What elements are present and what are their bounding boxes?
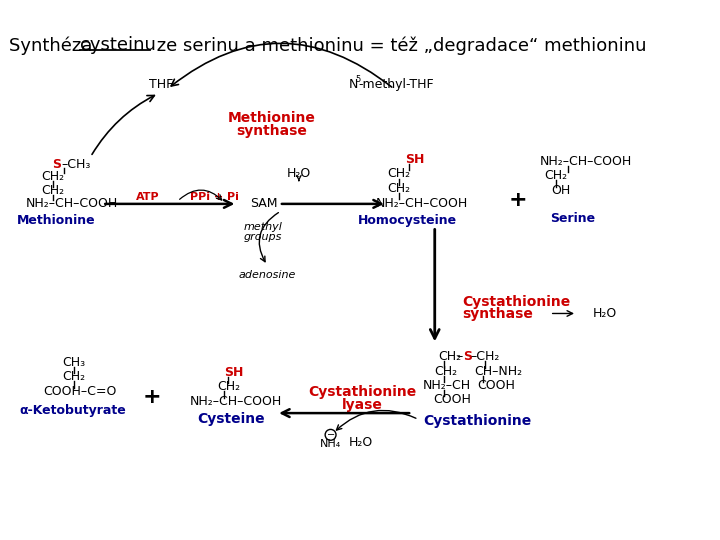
Text: -methyl-THF: -methyl-THF <box>359 78 434 91</box>
Text: Methionine: Methionine <box>17 214 96 227</box>
Text: Methionine: Methionine <box>228 111 315 125</box>
Text: adenosine: adenosine <box>238 269 296 280</box>
Text: CH₃: CH₃ <box>63 356 86 369</box>
Text: SAM: SAM <box>250 198 277 211</box>
Text: CH₂: CH₂ <box>435 365 458 378</box>
Text: S: S <box>463 350 472 363</box>
Text: synthase: synthase <box>462 307 533 321</box>
Text: NH₂–CH–COOH: NH₂–CH–COOH <box>376 198 468 211</box>
Text: Synthéza: Synthéza <box>9 36 98 55</box>
Text: NH₂–CH–COOH: NH₂–CH–COOH <box>540 155 632 168</box>
Text: CH₂: CH₂ <box>438 350 462 363</box>
Text: α-Ketobutyrate: α-Ketobutyrate <box>19 404 126 417</box>
Text: Cystathionine: Cystathionine <box>462 295 570 309</box>
Text: synthase: synthase <box>236 124 307 138</box>
Text: CH₂: CH₂ <box>387 167 410 180</box>
Text: cysteinu: cysteinu <box>80 36 156 55</box>
Text: SH: SH <box>225 366 244 379</box>
Text: S: S <box>53 158 62 171</box>
Text: H₂O: H₂O <box>593 307 618 320</box>
Text: groups: groups <box>243 232 282 242</box>
Text: NH₂–CH–COOH: NH₂–CH–COOH <box>25 198 117 211</box>
Text: CH–NH₂: CH–NH₂ <box>474 365 523 378</box>
Text: Cysteine: Cysteine <box>197 413 265 427</box>
Text: +: + <box>143 387 161 407</box>
Text: OH: OH <box>552 184 571 197</box>
Text: Homocysteine: Homocysteine <box>358 214 457 227</box>
Text: COOH: COOH <box>433 393 471 406</box>
Text: –CH₂: –CH₂ <box>470 350 500 363</box>
Text: NH₂–CH–COOH: NH₂–CH–COOH <box>190 395 282 408</box>
Text: COOH: COOH <box>477 379 516 392</box>
Text: –CH₃: –CH₃ <box>62 158 91 171</box>
Text: CH₂: CH₂ <box>544 170 567 183</box>
Text: ze serinu a methioninu = též „degradace“ methioninu: ze serinu a methioninu = též „degradace“… <box>151 36 647 55</box>
Text: CH₂: CH₂ <box>41 184 64 197</box>
Text: Serine: Serine <box>550 212 595 225</box>
Text: PPi + Pi: PPi + Pi <box>190 192 239 201</box>
Text: Cystathionine: Cystathionine <box>308 385 416 399</box>
Text: +: + <box>509 190 527 210</box>
Text: SH: SH <box>405 153 424 166</box>
Text: CH₂: CH₂ <box>41 170 64 183</box>
Text: methyl: methyl <box>243 222 282 232</box>
Text: –: – <box>456 350 463 363</box>
Text: ATP: ATP <box>136 192 159 201</box>
Text: H₂O: H₂O <box>348 436 372 449</box>
Text: lyase: lyase <box>342 398 383 412</box>
Text: −: − <box>327 430 335 440</box>
Text: THF: THF <box>149 78 174 91</box>
Text: Cystathionine: Cystathionine <box>423 414 531 428</box>
Text: CH₂: CH₂ <box>217 380 240 393</box>
Text: N: N <box>348 78 358 91</box>
Text: 5: 5 <box>355 75 360 84</box>
Text: CH₂: CH₂ <box>387 182 410 195</box>
Text: CH₂: CH₂ <box>63 370 86 383</box>
Text: NH₄: NH₄ <box>320 439 341 449</box>
Text: COOH–C=O: COOH–C=O <box>43 385 117 398</box>
Text: H₂O: H₂O <box>287 166 311 180</box>
Text: NH₂–CH: NH₂–CH <box>423 379 471 392</box>
